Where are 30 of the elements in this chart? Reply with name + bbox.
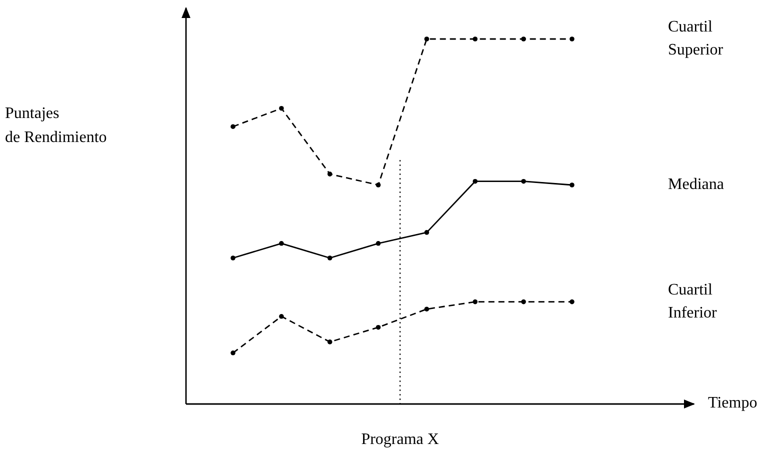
text: Puntajes de Rendimiento (5, 105, 107, 146)
point (376, 324, 381, 330)
point (424, 36, 430, 42)
point (521, 36, 526, 42)
point (472, 36, 478, 42)
point (570, 182, 574, 188)
point (521, 178, 526, 184)
text: Cuartil Superior (668, 18, 724, 58)
point (230, 350, 236, 356)
point (230, 256, 236, 260)
text: Tiempo (708, 394, 758, 412)
point (279, 241, 284, 246)
point (521, 299, 526, 304)
point (327, 172, 332, 176)
point (376, 241, 381, 246)
point (424, 230, 430, 235)
point (279, 106, 284, 111)
point (230, 124, 236, 129)
text: Mediana (668, 176, 724, 193)
text: Cuartil Inferior (668, 280, 718, 321)
point (472, 178, 478, 184)
point (424, 306, 430, 312)
point (570, 36, 574, 42)
point (472, 299, 478, 304)
point (570, 299, 574, 304)
point (327, 340, 332, 344)
point (327, 256, 332, 260)
point (279, 314, 284, 319)
point (376, 182, 381, 188)
text: Programa X (361, 431, 440, 448)
